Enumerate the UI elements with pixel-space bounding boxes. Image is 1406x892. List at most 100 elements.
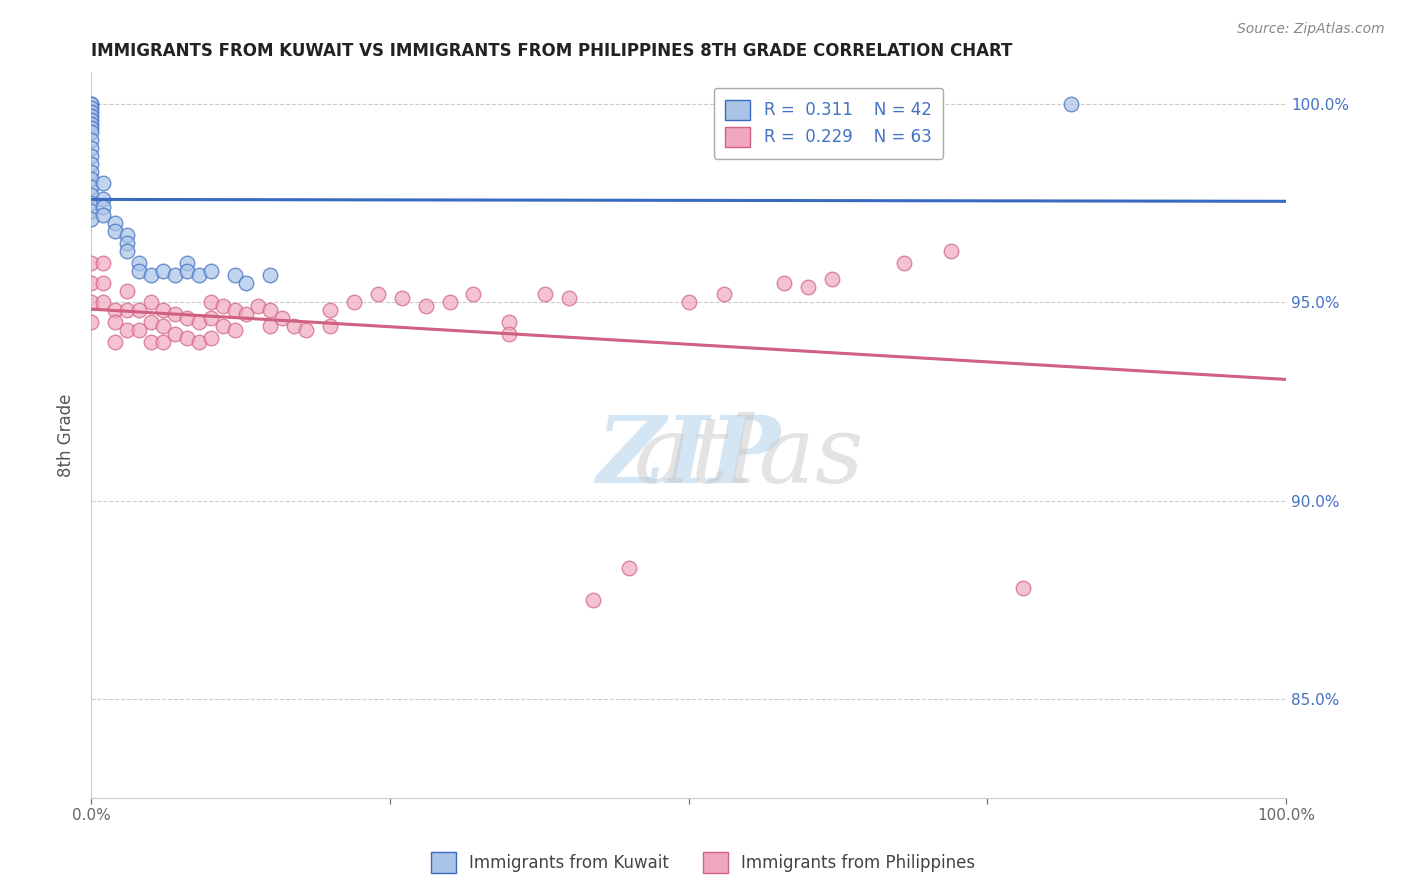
Point: [235, 307, 257, 321]
Point: [343, 295, 366, 310]
Point: [211, 299, 233, 313]
Point: [319, 319, 342, 334]
Point: [163, 307, 186, 321]
Point: [582, 592, 605, 607]
Point: [128, 256, 150, 270]
Point: [80, 97, 103, 112]
Point: [259, 319, 281, 334]
Legend: R =  0.311    N = 42, R =  0.229    N = 63: R = 0.311 N = 42, R = 0.229 N = 63: [713, 88, 943, 159]
Point: [271, 311, 294, 326]
Point: [80, 97, 103, 112]
Point: [104, 224, 127, 238]
Point: [115, 235, 138, 250]
Point: [80, 149, 103, 163]
Point: [139, 334, 162, 349]
Y-axis label: 8th Grade: 8th Grade: [58, 393, 75, 477]
Point: [200, 331, 222, 345]
Point: [104, 216, 127, 230]
Point: [187, 334, 209, 349]
Point: [115, 303, 138, 318]
Point: [80, 295, 103, 310]
Point: [224, 323, 246, 337]
Point: [498, 315, 520, 329]
Point: [104, 315, 127, 329]
Point: [80, 105, 103, 120]
Point: [80, 164, 103, 178]
Point: [415, 299, 437, 313]
Point: [91, 276, 114, 290]
Point: [211, 319, 233, 334]
Point: [115, 284, 138, 298]
Point: [797, 279, 820, 293]
Text: ZIP: ZIP: [596, 412, 780, 502]
Point: [80, 315, 103, 329]
Point: [941, 244, 963, 258]
Text: IMMIGRANTS FROM KUWAIT VS IMMIGRANTS FROM PHILIPPINES 8TH GRADE CORRELATION CHAR: IMMIGRANTS FROM KUWAIT VS IMMIGRANTS FRO…: [91, 42, 1012, 60]
Point: [128, 323, 150, 337]
Point: [80, 117, 103, 131]
Point: [139, 315, 162, 329]
Point: [821, 271, 844, 285]
Point: [80, 196, 103, 211]
Point: [295, 323, 318, 337]
Point: [678, 295, 700, 310]
Point: [283, 319, 305, 334]
Point: [104, 303, 127, 318]
Point: [91, 295, 114, 310]
Point: [224, 268, 246, 282]
Point: [259, 268, 281, 282]
Point: [128, 263, 150, 277]
Point: [152, 334, 174, 349]
Point: [200, 263, 222, 277]
Point: [80, 133, 103, 147]
Point: [200, 311, 222, 326]
Point: [80, 125, 103, 139]
Point: [115, 244, 138, 258]
Point: [80, 141, 103, 155]
Point: [498, 327, 520, 342]
Point: [91, 256, 114, 270]
Point: [163, 327, 186, 342]
Point: [80, 120, 103, 135]
Point: [235, 276, 257, 290]
Point: [152, 303, 174, 318]
Point: [439, 295, 461, 310]
Point: [104, 334, 127, 349]
Point: [163, 268, 186, 282]
Point: [1060, 97, 1083, 112]
Point: [463, 287, 485, 301]
Point: [80, 212, 103, 227]
Point: [115, 227, 138, 242]
Point: [893, 256, 915, 270]
Point: [80, 180, 103, 194]
Point: [80, 101, 103, 115]
Point: [128, 303, 150, 318]
Point: [176, 311, 198, 326]
Point: [1012, 581, 1035, 595]
Point: [152, 263, 174, 277]
Point: [259, 303, 281, 318]
Point: [91, 208, 114, 222]
Point: [80, 256, 103, 270]
Point: [91, 177, 114, 191]
Point: [80, 172, 103, 186]
Point: [534, 287, 557, 301]
Text: Source: ZipAtlas.com: Source: ZipAtlas.com: [1237, 22, 1385, 37]
Point: [187, 268, 209, 282]
Point: [247, 299, 270, 313]
Point: [80, 113, 103, 128]
Text: atlas: atlas: [513, 412, 863, 502]
Point: [176, 331, 198, 345]
Point: [200, 295, 222, 310]
Point: [91, 200, 114, 214]
Point: [152, 319, 174, 334]
Point: [139, 295, 162, 310]
Point: [80, 204, 103, 219]
Point: [617, 561, 640, 575]
Point: [176, 263, 198, 277]
Point: [176, 256, 198, 270]
Point: [224, 303, 246, 318]
Point: [91, 192, 114, 206]
Point: [80, 156, 103, 170]
Legend: Immigrants from Kuwait, Immigrants from Philippines: Immigrants from Kuwait, Immigrants from …: [425, 846, 981, 880]
